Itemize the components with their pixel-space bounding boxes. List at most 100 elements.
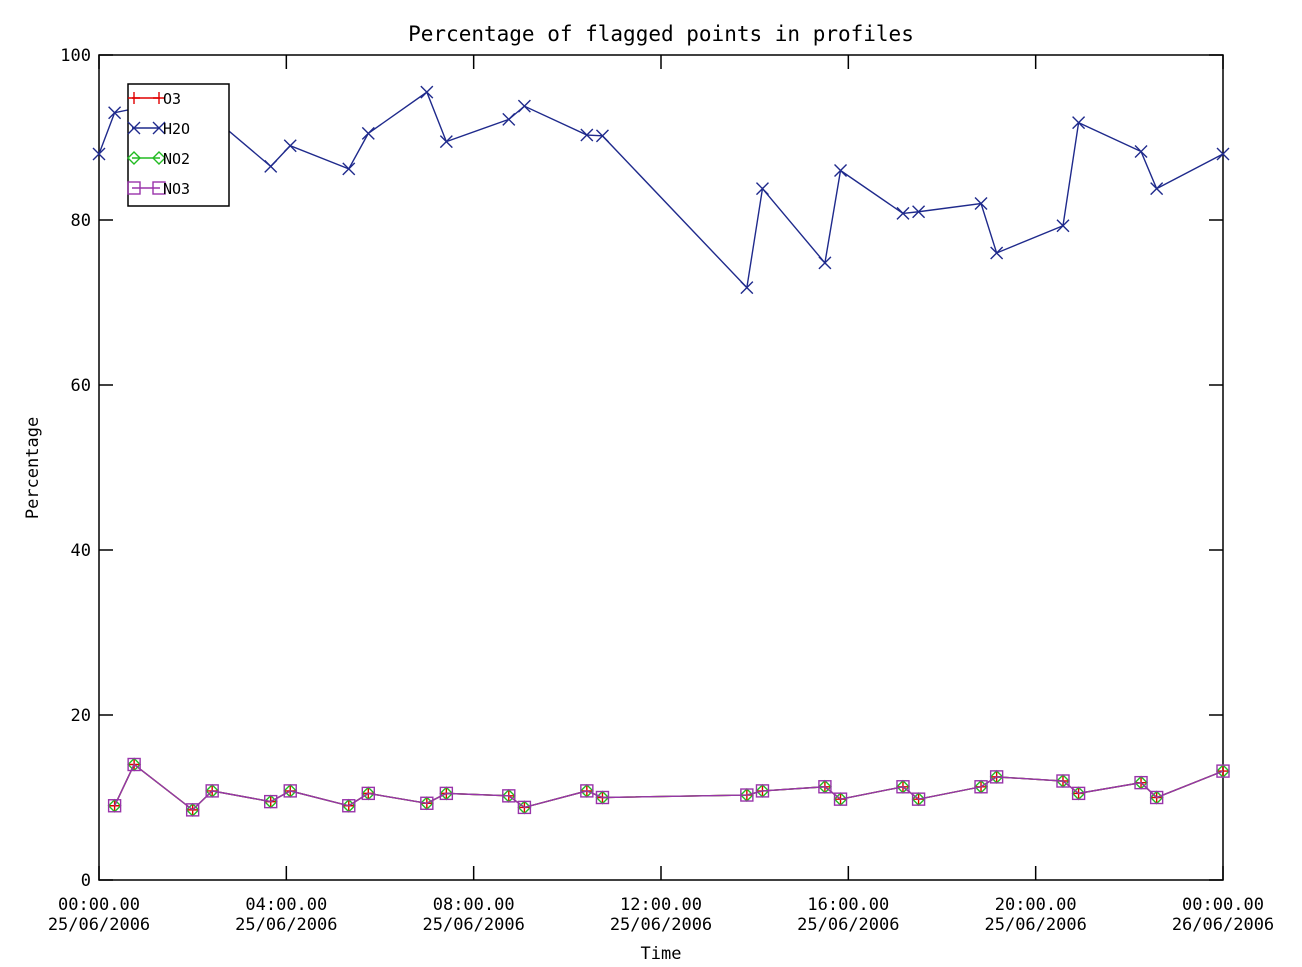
data-point-no3 (185, 803, 200, 817)
y-tick-label: 60 (71, 376, 91, 396)
series-line-h2o (98, 91, 1224, 290)
x-tick-date-label: 26/06/2006 (1172, 915, 1274, 935)
data-point-no3 (755, 784, 770, 798)
y-tick-label: 40 (71, 541, 91, 561)
data-point-no3 (1056, 774, 1070, 788)
x-axis: 00:00.0025/06/200604:00.0025/06/200608:0… (48, 55, 1274, 935)
legend-marker-end (152, 121, 166, 135)
data-point-no3 (264, 794, 278, 809)
y-axis-label: Percentage (23, 417, 43, 519)
legend-item-h2o: H2O (127, 120, 190, 138)
data-point-no3 (595, 790, 610, 805)
data-point-no3 (283, 784, 297, 798)
y-axis: 0 20 40 60 80 100 (60, 46, 1223, 891)
data-point-no3 (1071, 786, 1086, 801)
legend-item-o3: O3 (128, 90, 181, 108)
x-tick-time-label: 00:00.00 (58, 895, 140, 915)
legend-label: O3 (163, 90, 181, 108)
x-tick-date-label: 25/06/2006 (797, 915, 899, 935)
data-point-h2o (439, 135, 453, 149)
legend-label: NO3 (163, 180, 190, 198)
data-point-h2o (420, 85, 434, 99)
data-point-h2o (1072, 116, 1086, 130)
x-tick-time-label: 20:00.00 (995, 895, 1077, 915)
data-point-no3 (818, 780, 832, 794)
x-tick-time-label: 16:00.00 (807, 895, 889, 915)
data-point-no3 (896, 780, 910, 794)
x-tick-time-label: 00:00.00 (1182, 895, 1264, 915)
data-point-no3 (420, 796, 434, 810)
legend-marker-start (128, 92, 140, 104)
data-point-no3 (740, 788, 754, 802)
legend-item-no3: NO3 (127, 180, 190, 198)
data-point-no3 (974, 780, 988, 794)
data-point-no3 (361, 786, 375, 801)
data-point-h2o (342, 162, 356, 176)
data-point-h2o (1150, 182, 1164, 196)
series-layer (92, 85, 1230, 817)
data-point-h2o (1216, 147, 1230, 161)
series-h2o (92, 85, 1230, 295)
x-tick-date-label: 25/06/2006 (610, 915, 712, 935)
data-point-no3 (1216, 764, 1230, 778)
series-no3 (107, 757, 1230, 817)
data-point-h2o (818, 256, 832, 270)
data-point-h2o (1134, 145, 1148, 159)
x-tick-time-label: 04:00.00 (245, 895, 327, 915)
legend-label: NO2 (163, 150, 190, 168)
data-point-h2o (595, 129, 609, 143)
legend: O3 H2O NO2 NO3 (127, 83, 230, 207)
data-point-h2o (1056, 219, 1070, 233)
data-point-o3 (108, 799, 121, 812)
legend-marker-start (127, 181, 141, 195)
data-point-no3 (439, 786, 454, 801)
y-tick-label: 80 (71, 211, 91, 231)
legend-marker-end (152, 181, 166, 195)
data-point-h2o (108, 106, 122, 120)
x-tick-time-label: 08:00.00 (433, 895, 515, 915)
data-point-no3 (989, 770, 1004, 784)
data-point-no3 (502, 789, 516, 803)
data-point-h2o (580, 128, 594, 142)
data-point-h2o (974, 197, 988, 210)
data-point-h2o (912, 205, 926, 219)
data-point-h2o (896, 206, 910, 220)
x-tick-date-label: 25/06/2006 (422, 915, 524, 935)
data-point-no3 (1134, 775, 1148, 790)
legend-label: H2O (163, 120, 190, 138)
data-point-no3 (517, 800, 532, 815)
x-axis-label: Time (641, 944, 682, 964)
data-point-h2o (283, 139, 297, 153)
x-tick-date-label: 25/06/2006 (235, 915, 337, 935)
plot-area-frame (98, 54, 1224, 881)
x-tick-time-label: 12:00.00 (620, 895, 702, 915)
data-point-no3 (1149, 790, 1164, 805)
legend-marker-start (127, 121, 141, 135)
y-tick-label: 100 (60, 46, 91, 66)
data-point-h2o (361, 126, 375, 140)
data-point-no3 (342, 799, 356, 813)
data-point-h2o (264, 159, 278, 173)
y-tick-label: 0 (81, 871, 91, 891)
chart-title: Percentage of flagged points in profiles (408, 22, 914, 46)
data-point-no3 (833, 792, 848, 806)
legend-marker-end (152, 151, 166, 165)
data-point-no3 (127, 757, 141, 772)
x-tick-date-label: 25/06/2006 (984, 915, 1086, 935)
data-point-no3 (911, 792, 926, 806)
data-point-h2o (92, 147, 106, 161)
y-tick-label: 20 (71, 706, 91, 726)
data-point-h2o (990, 246, 1004, 260)
data-point-h2o (502, 112, 516, 126)
data-point-no3 (580, 784, 594, 798)
data-point-h2o (755, 182, 769, 196)
legend-marker-start (127, 151, 141, 165)
data-point-no3 (205, 784, 219, 798)
data-point-h2o (834, 164, 848, 177)
legend-box (127, 83, 230, 207)
data-point-h2o (517, 99, 531, 113)
legend-item-no2: NO2 (127, 150, 190, 168)
x-tick-date-label: 25/06/2006 (48, 915, 150, 935)
data-point-h2o (740, 281, 754, 295)
